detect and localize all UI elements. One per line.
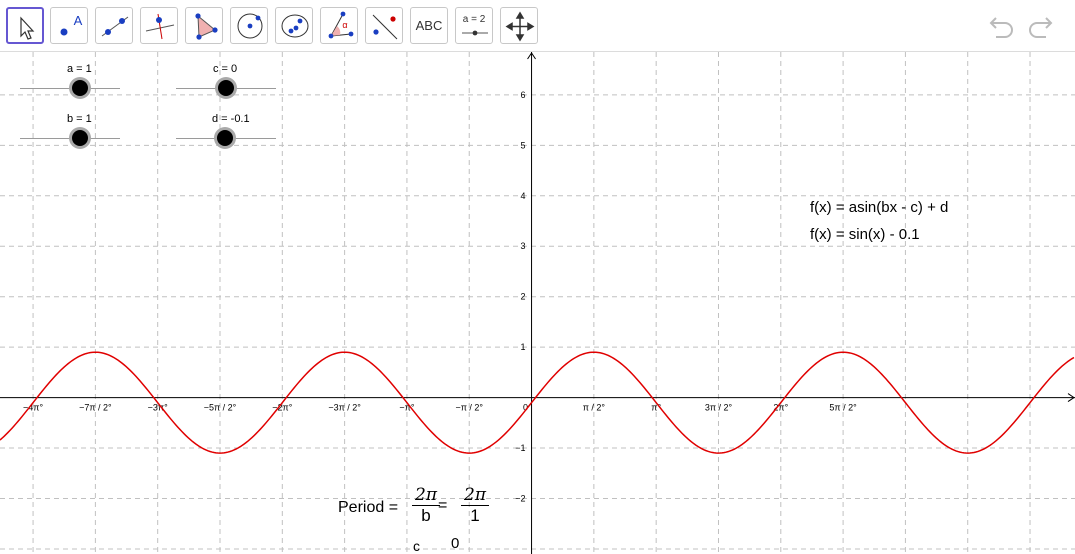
move-arrows-icon bbox=[505, 11, 535, 42]
period-fraction-general-numerator: 2π bbox=[412, 485, 440, 506]
x-tick-label: 5π / 2° bbox=[829, 403, 857, 413]
point-tool-label: A bbox=[73, 13, 83, 28]
slider-a-knob[interactable] bbox=[72, 80, 88, 96]
y-tick-label: −2 bbox=[515, 494, 525, 504]
angle-tool-button[interactable]: α bbox=[320, 7, 358, 44]
x-tick-label: 0 bbox=[523, 403, 528, 413]
line-icon bbox=[101, 16, 129, 37]
y-tick-label: 1 bbox=[521, 342, 526, 352]
period-fraction-value-numerator: 2π bbox=[461, 485, 489, 506]
period-fraction-general-denominator: b bbox=[421, 506, 431, 525]
point-tool-button[interactable]: A bbox=[50, 7, 88, 44]
x-tick-label: π / 2° bbox=[583, 403, 606, 413]
slider-b-track[interactable] bbox=[20, 138, 120, 139]
period-fraction-value-denominator: 1 bbox=[470, 506, 480, 525]
slider-d-knob[interactable] bbox=[217, 130, 233, 146]
x-tick-label: −π / 2° bbox=[455, 403, 483, 413]
polygon-tool-button[interactable] bbox=[185, 7, 223, 44]
x-tick-label: −π° bbox=[399, 403, 414, 413]
undo-icon[interactable] bbox=[988, 12, 1016, 40]
redo-icon[interactable] bbox=[1026, 12, 1054, 40]
function-curve[interactable] bbox=[0, 351, 1075, 454]
x-tick-label: π° bbox=[651, 403, 661, 413]
extra-label-c: c bbox=[413, 538, 420, 554]
current-formula-text[interactable]: f(x) = sin(x) - 0.1 bbox=[810, 226, 920, 243]
period-fraction-value: 2π 1 bbox=[461, 485, 489, 526]
text-tool-label: ABC bbox=[415, 18, 443, 33]
x-tick-label: −5π / 2° bbox=[204, 403, 237, 413]
grid bbox=[0, 52, 1075, 554]
period-equals: = bbox=[438, 497, 448, 514]
y-tick-label: 4 bbox=[521, 191, 526, 201]
x-tick-label: 2π° bbox=[773, 403, 788, 413]
line-tool-button[interactable] bbox=[95, 7, 133, 44]
angle-tool-label: α bbox=[342, 20, 348, 30]
slider-tool-button[interactable]: a = 2 bbox=[455, 7, 493, 44]
y-tick-label: 3 bbox=[521, 241, 526, 251]
conic-tool-button[interactable] bbox=[275, 7, 313, 44]
slider-a-track[interactable] bbox=[20, 88, 120, 89]
slider-b-knob[interactable] bbox=[72, 130, 88, 146]
circle-icon bbox=[237, 13, 263, 39]
angle-icon bbox=[328, 11, 354, 39]
general-formula-text[interactable]: f(x) = asin(bx - c) + d bbox=[810, 199, 949, 216]
arrow-cursor-icon bbox=[20, 16, 35, 40]
x-tick-label: −4π° bbox=[23, 403, 43, 413]
x-tick-label: −3π° bbox=[148, 403, 168, 413]
move-tool-button[interactable] bbox=[6, 7, 44, 44]
axes bbox=[0, 52, 1075, 554]
slider-c-knob[interactable] bbox=[218, 80, 234, 96]
reflect-tool-button[interactable] bbox=[365, 7, 403, 44]
circle-tool-button[interactable] bbox=[230, 7, 268, 44]
period-fraction-general: 2π b bbox=[412, 485, 440, 526]
y-axis-arrow bbox=[527, 52, 536, 60]
period-label: Period = bbox=[338, 499, 399, 516]
x-tick-label: −3π / 2° bbox=[328, 403, 361, 413]
slider-tool-label: a = 2 bbox=[462, 14, 486, 25]
tick-labels: −4π° −7π / 2° −3π° −5π / 2° −2π° −3π / 2° −π° −… bbox=[23, 90, 857, 504]
perpendicular-line-icon bbox=[145, 13, 175, 40]
y-tick-label: 5 bbox=[521, 140, 526, 150]
x-axis-arrow bbox=[1067, 393, 1075, 403]
text-tool-button[interactable]: ABC bbox=[410, 7, 448, 44]
slider-icon bbox=[462, 30, 488, 36]
x-tick-label: −2π° bbox=[272, 403, 292, 413]
slider-a-label: a = 1 bbox=[67, 63, 92, 75]
move-graphics-view-button[interactable] bbox=[500, 7, 538, 44]
polygon-icon bbox=[195, 13, 218, 40]
slider-d-label: d = -0.1 bbox=[212, 113, 250, 125]
graphics-view[interactable]: −4π° −7π / 2° −3π° −5π / 2° −2π° −3π / 2° −π° −… bbox=[0, 52, 1075, 554]
y-tick-label: 6 bbox=[521, 90, 526, 100]
toolbar: A α ABC a = 2 bbox=[0, 0, 1075, 52]
slider-b-label: b = 1 bbox=[67, 113, 92, 125]
perpendicular-tool-button[interactable] bbox=[140, 7, 178, 44]
y-tick-label: −1 bbox=[515, 443, 525, 453]
x-tick-label: −7π / 2° bbox=[79, 403, 112, 413]
x-tick-label: 3π / 2° bbox=[705, 403, 733, 413]
point-icon bbox=[60, 28, 68, 36]
conic-icon bbox=[281, 14, 309, 38]
extra-value: 0 bbox=[451, 535, 460, 552]
reflect-icon bbox=[372, 14, 398, 40]
slider-c-label: c = 0 bbox=[213, 63, 238, 75]
y-tick-label: 2 bbox=[521, 292, 526, 302]
